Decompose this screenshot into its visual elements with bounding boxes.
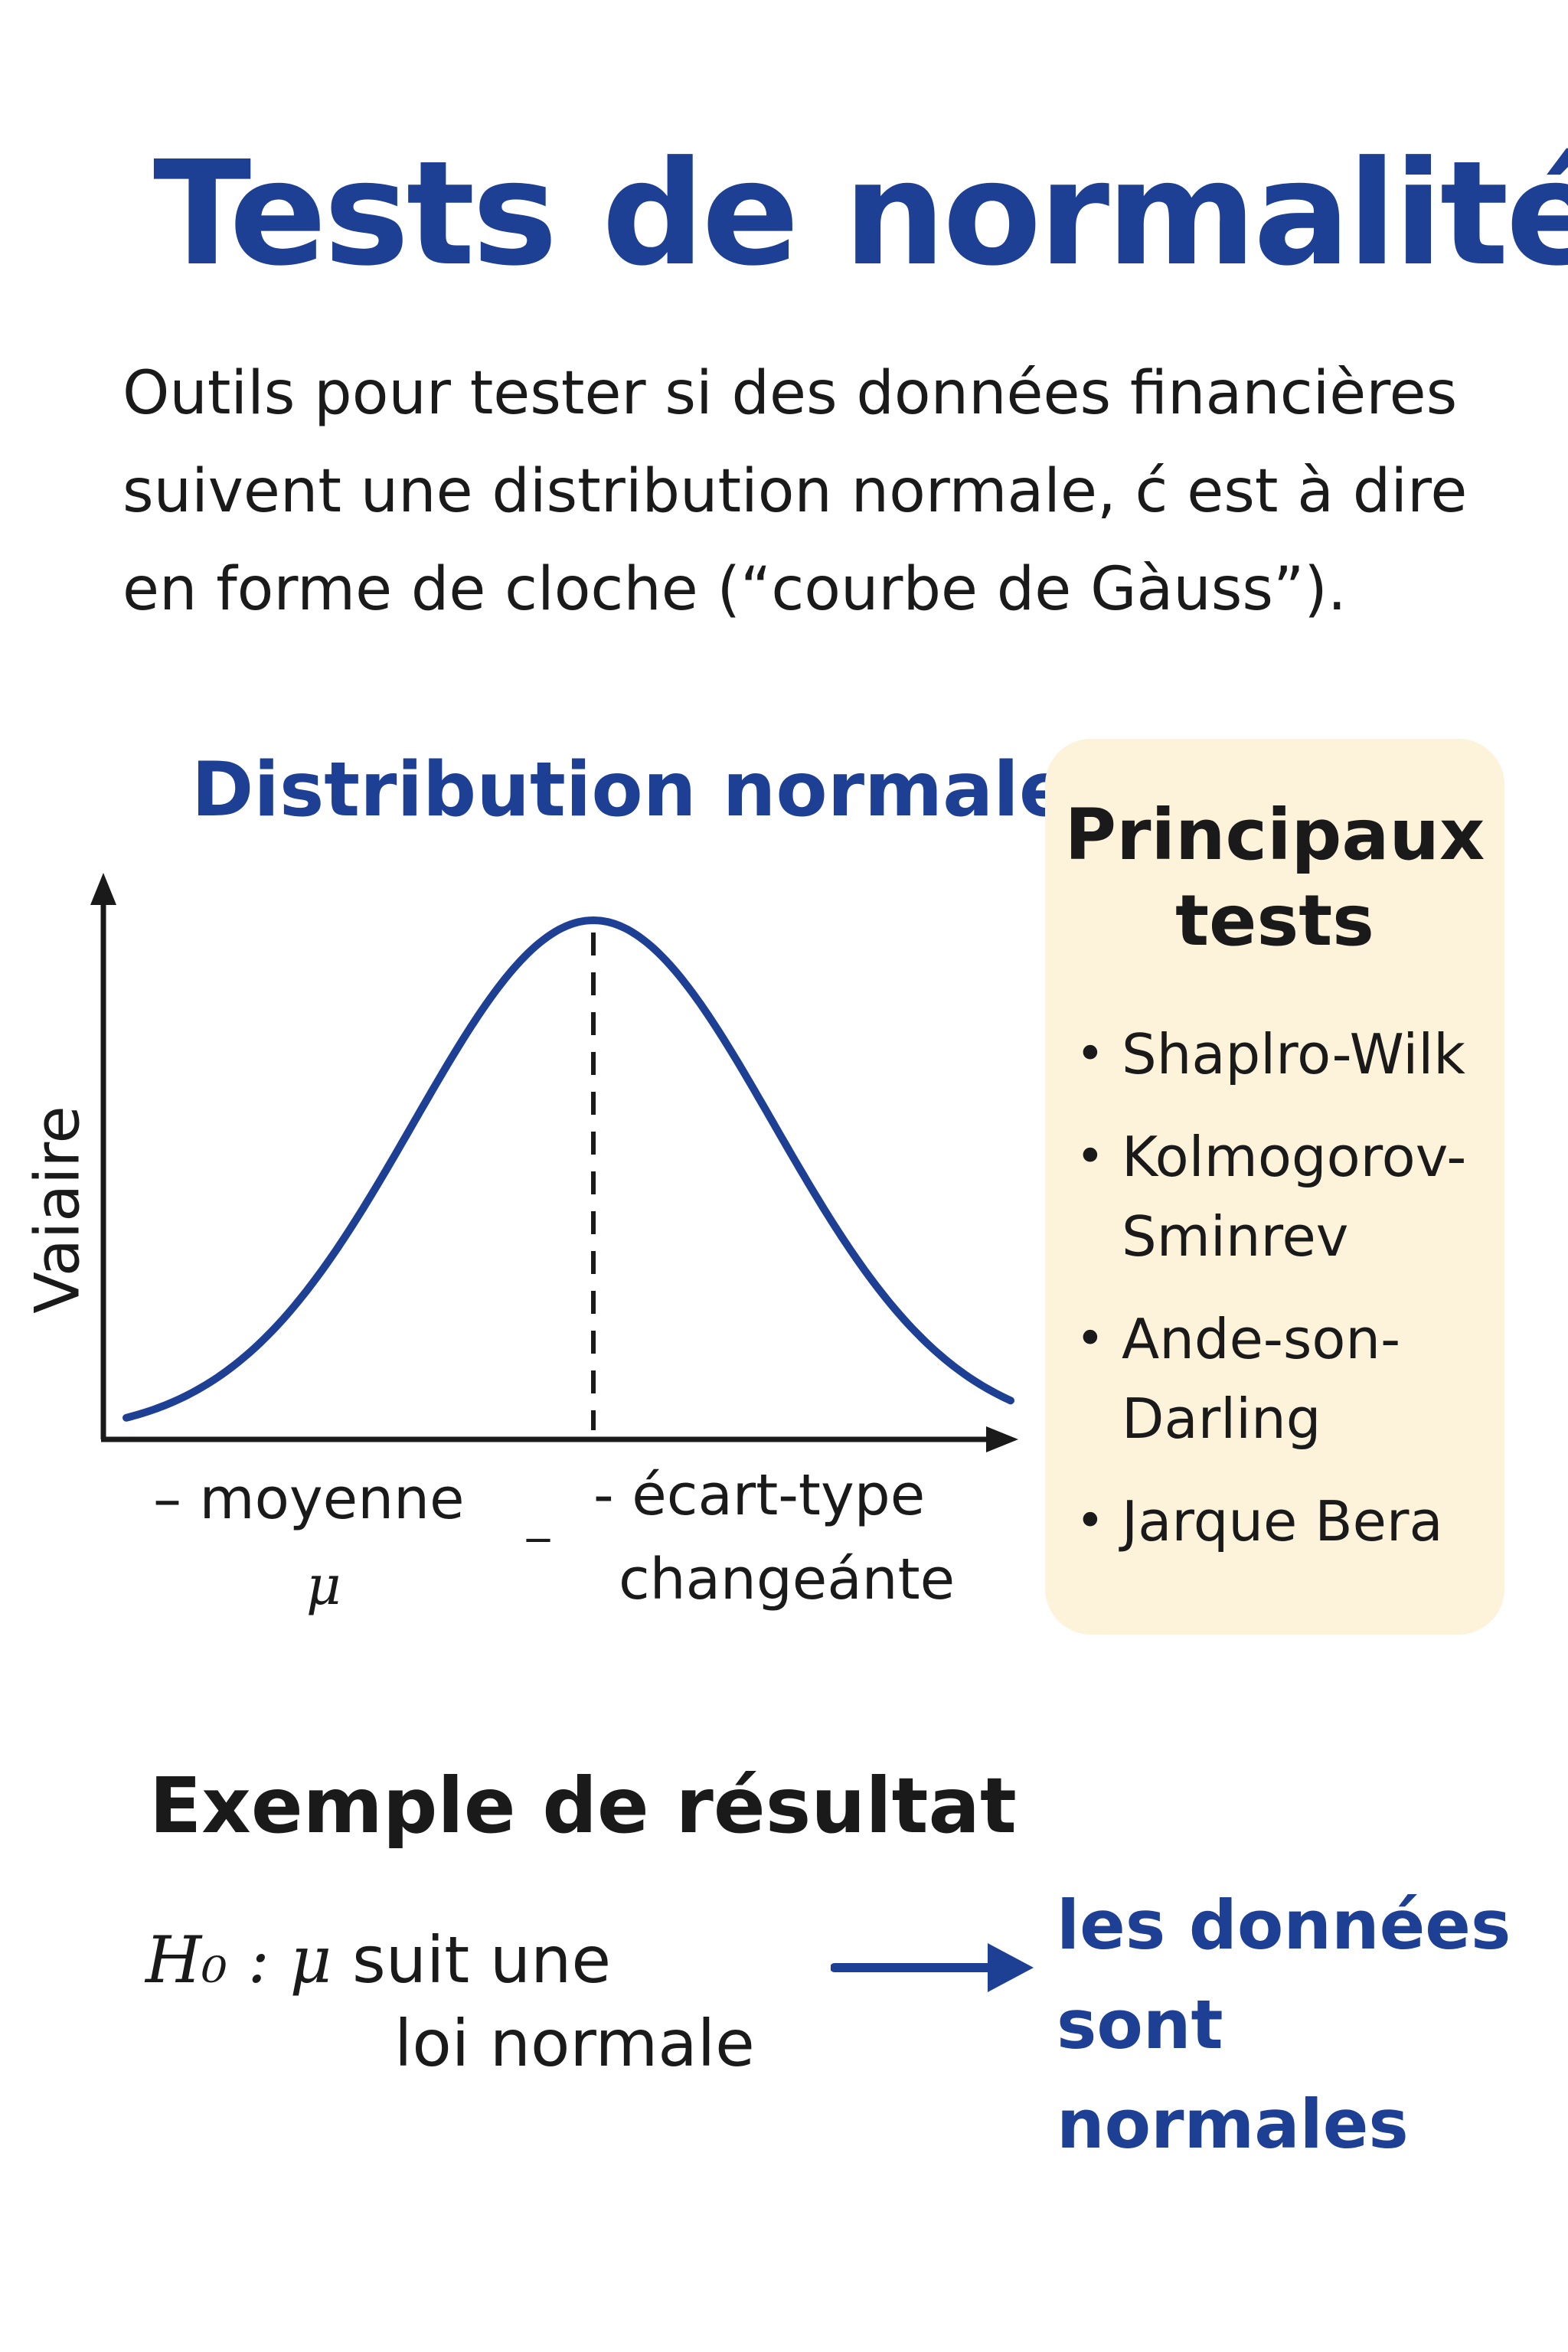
tests-list: • Shaplro-Wilk • Kolmogorov-Sminrev • Ande-… <box>1076 1014 1504 1584</box>
conclusion-text: les données sont normales <box>1057 1876 1568 2174</box>
x-label-stddev-line2: changeánte <box>619 1547 956 1612</box>
distribution-title: Distribution normale <box>191 746 1070 834</box>
list-item: • Ande-son-Darling <box>1076 1299 1504 1459</box>
bullet-icon: • <box>1076 1026 1105 1083</box>
hypothesis-statement: H₀ : μ suit une <box>145 1914 611 2006</box>
y-axis-label: Vaiaire <box>21 1106 93 1314</box>
y-axis-arrow <box>90 873 116 905</box>
hypothesis-line2: loi normale <box>394 2006 755 2081</box>
h0-symbol: H₀ : <box>145 1922 270 1998</box>
test-name: Shaplro-Wilk <box>1122 1022 1465 1086</box>
hypothesis-line1: suit une <box>351 1922 612 1998</box>
test-name: Jarque Bera <box>1122 1489 1443 1553</box>
x-label-stddev: - écart-type <box>593 1462 926 1528</box>
tests-heading-line2: tests <box>1175 880 1374 962</box>
x-label-mean: – moyenne <box>153 1466 465 1532</box>
test-name: Kolmogorov-Sminrev <box>1122 1125 1467 1269</box>
x-axis-arrow <box>986 1426 1018 1452</box>
bullet-icon: • <box>1076 1311 1105 1367</box>
arrow-right-icon <box>831 1943 1034 1992</box>
tests-heading: Principaux tests <box>1045 792 1504 964</box>
list-item: • Kolmogorov-Sminrev <box>1076 1117 1504 1276</box>
x-label-mu: μ <box>306 1554 341 1617</box>
intro-text: Outils pour tester si des données financ… <box>122 359 1468 624</box>
tests-heading-line1: Principaux <box>1064 794 1485 876</box>
normal-distribution-chart <box>90 873 1018 1452</box>
bullet-icon: • <box>1076 1129 1105 1185</box>
mu-symbol: μ <box>289 1922 332 1998</box>
page-title: Tests de normalité <box>153 130 1568 298</box>
list-item: • Jarque Bera <box>1076 1481 1504 1561</box>
example-title: Exemple de résultat <box>149 1761 1017 1851</box>
bullet-icon: • <box>1076 1493 1105 1550</box>
x-label-separator: _ <box>527 1489 550 1543</box>
list-item: • Shaplro-Wilk <box>1076 1014 1504 1094</box>
conclusion-line1: les données <box>1057 1886 1511 1965</box>
test-name: Ande-son-Darling <box>1122 1307 1401 1451</box>
conclusion-line2: sont normales <box>1057 1985 1409 2164</box>
bell-curve <box>122 916 1014 1422</box>
tests-panel: Principaux tests • Shaplro-Wilk • Kolmogor… <box>1045 739 1504 1635</box>
